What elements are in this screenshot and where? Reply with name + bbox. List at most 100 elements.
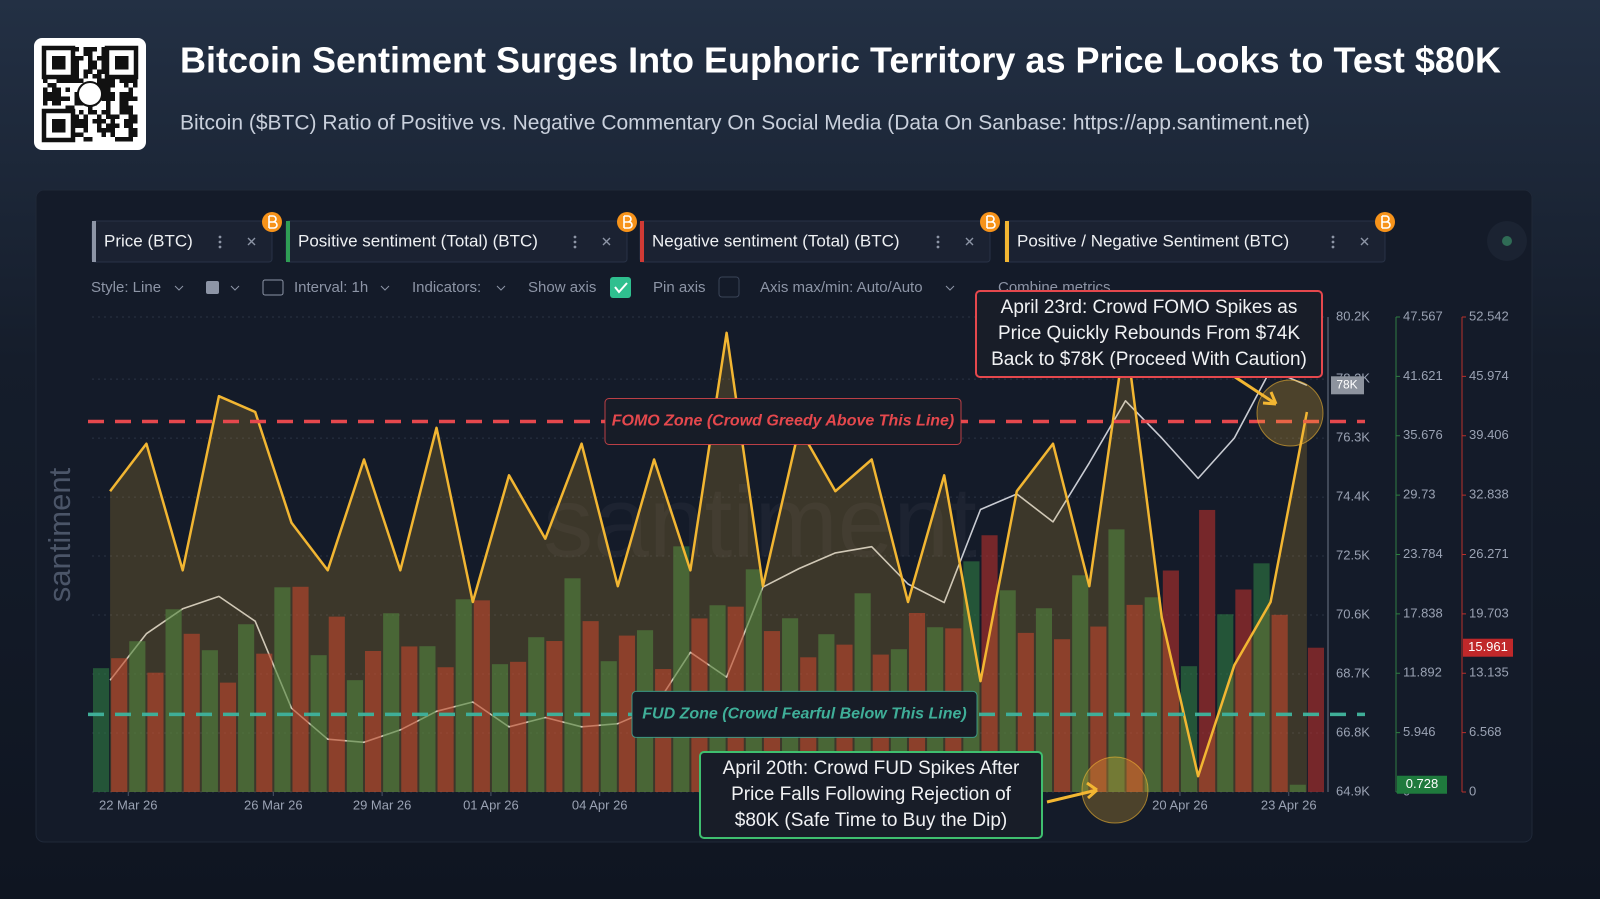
- qr-cell: [97, 69, 102, 74]
- qr-cell: [88, 60, 93, 65]
- qr-cell: [83, 47, 88, 52]
- sentiment-bar: [1035, 608, 1053, 792]
- qr-cell: [119, 105, 124, 110]
- x-tick-label: 04 Apr 26: [572, 797, 628, 812]
- qr-cell: [65, 87, 70, 92]
- qr-cell: [101, 132, 106, 137]
- qr-cell: [92, 110, 97, 115]
- qr-cell: [74, 56, 79, 61]
- sentiment-bar: [292, 586, 309, 792]
- negative-tick-label: 52.542: [1469, 308, 1509, 323]
- qr-cell: [110, 123, 115, 128]
- tab-close[interactable]: [247, 237, 256, 246]
- negative-tick-label: 13.135: [1469, 665, 1509, 680]
- qr-cell: [124, 78, 129, 83]
- qr-cell: [119, 78, 124, 83]
- tab-label: Negative sentiment (Total) (BTC): [652, 231, 900, 250]
- qr-cell: [97, 74, 102, 79]
- price-tick-label: 70.6K: [1336, 606, 1370, 621]
- qr-cell: [133, 128, 138, 133]
- tab-close[interactable]: [1360, 237, 1369, 246]
- qr-cell: [83, 123, 88, 128]
- sentiment-bar: [999, 590, 1016, 792]
- highlight-circle: [1081, 756, 1149, 824]
- positive-tick-label: 41.621: [1403, 368, 1443, 383]
- checkbox-checked[interactable]: [610, 277, 631, 298]
- negative-tick-label: 39.406: [1469, 427, 1509, 442]
- toolbar-indicators[interactable]: Indicators:: [412, 279, 481, 296]
- qr-cell: [88, 110, 93, 115]
- tab-color-bar: [1005, 221, 1009, 262]
- subtitle: Bitcoin ($BTC) Ratio of Positive vs. Neg…: [180, 112, 1310, 135]
- qr-cell: [74, 119, 79, 124]
- qr-cell: [88, 47, 93, 52]
- plot: 64.9K66.8K68.7K70.6K72.5K74.4K76.3K78.2K…: [88, 308, 1513, 824]
- price-tick-label: 64.9K: [1336, 783, 1370, 798]
- sentiment-bar: [1289, 784, 1306, 792]
- qr-cell: [115, 123, 120, 128]
- chevron: [945, 285, 955, 291]
- qr-cell: [124, 123, 129, 128]
- qr-cell: [106, 105, 111, 110]
- qr-cell: [128, 137, 133, 142]
- sentiment-bar: [437, 667, 454, 792]
- qr-cell: [52, 96, 57, 101]
- sentiment-bar: [582, 621, 599, 792]
- tab-color-bar: [640, 221, 644, 262]
- tab-close[interactable]: [965, 237, 974, 246]
- qr-cell: [110, 83, 115, 88]
- qr-cell: [92, 60, 97, 65]
- toolbar: Style: Line Interval: 1h Indicators: Sho…: [91, 276, 1111, 298]
- sentiment-bar: [274, 587, 291, 792]
- toolbar-show-axis: Show axis: [528, 279, 596, 296]
- sentiment-bar: [455, 599, 472, 792]
- qr-cell: [106, 128, 111, 133]
- qr-cell: [52, 87, 57, 92]
- tab-close[interactable]: [602, 237, 611, 246]
- qr-cell: [101, 96, 106, 101]
- color-picker[interactable]: [206, 281, 219, 294]
- value-badge: [1397, 775, 1447, 794]
- qr-cell: [88, 137, 93, 142]
- sentiment-bar: [93, 668, 110, 792]
- chevron: [174, 285, 184, 291]
- qr-cell: [124, 137, 129, 142]
- qr-cell: [128, 96, 133, 101]
- qr-cell: [52, 101, 57, 106]
- sentiment-bar: [1271, 614, 1288, 792]
- qr-cell: [101, 60, 106, 65]
- bitcoin-glyph: [268, 215, 278, 229]
- qr-cell: [128, 110, 133, 115]
- qr-finder-core: [52, 56, 66, 70]
- sentiment-bar: [491, 664, 509, 792]
- qr-cell: [106, 83, 111, 88]
- tab-menu-dot: [1331, 240, 1335, 244]
- sentiment-bar: [618, 635, 635, 792]
- toolbar-axis-range[interactable]: Axis max/min: Auto/Auto: [760, 279, 923, 296]
- sentiment-bar: [201, 650, 218, 792]
- positive-tick-label: 11.892: [1403, 665, 1442, 680]
- title: Bitcoin Sentiment Surges Into Euphoric T…: [180, 40, 1501, 81]
- sentiment-bar: [564, 578, 581, 792]
- qr-cell: [106, 92, 111, 97]
- sentiment-bar: [238, 624, 255, 792]
- sentiment-bar: [383, 613, 400, 792]
- qr-cell: [92, 74, 97, 79]
- checkbox[interactable]: [718, 276, 740, 298]
- positive-tick-label: 5.946: [1403, 724, 1436, 739]
- tab-menu-dot: [936, 240, 940, 244]
- qr-cell: [124, 92, 129, 97]
- toolbar-style[interactable]: Style: Line: [91, 279, 161, 296]
- qr-cell: [88, 56, 93, 61]
- toolbar-interval[interactable]: Interval: 1h: [294, 279, 368, 296]
- negative-tick-label: 0: [1469, 783, 1476, 798]
- tab-color-bar: [286, 221, 290, 262]
- qr-cell: [65, 78, 70, 83]
- sentiment-bar: [346, 680, 363, 792]
- qr-cell: [101, 56, 106, 61]
- qr-cell: [128, 92, 133, 97]
- qr-cell: [133, 132, 138, 137]
- qr-cell: [47, 83, 52, 88]
- sentiment-bar: [147, 672, 164, 792]
